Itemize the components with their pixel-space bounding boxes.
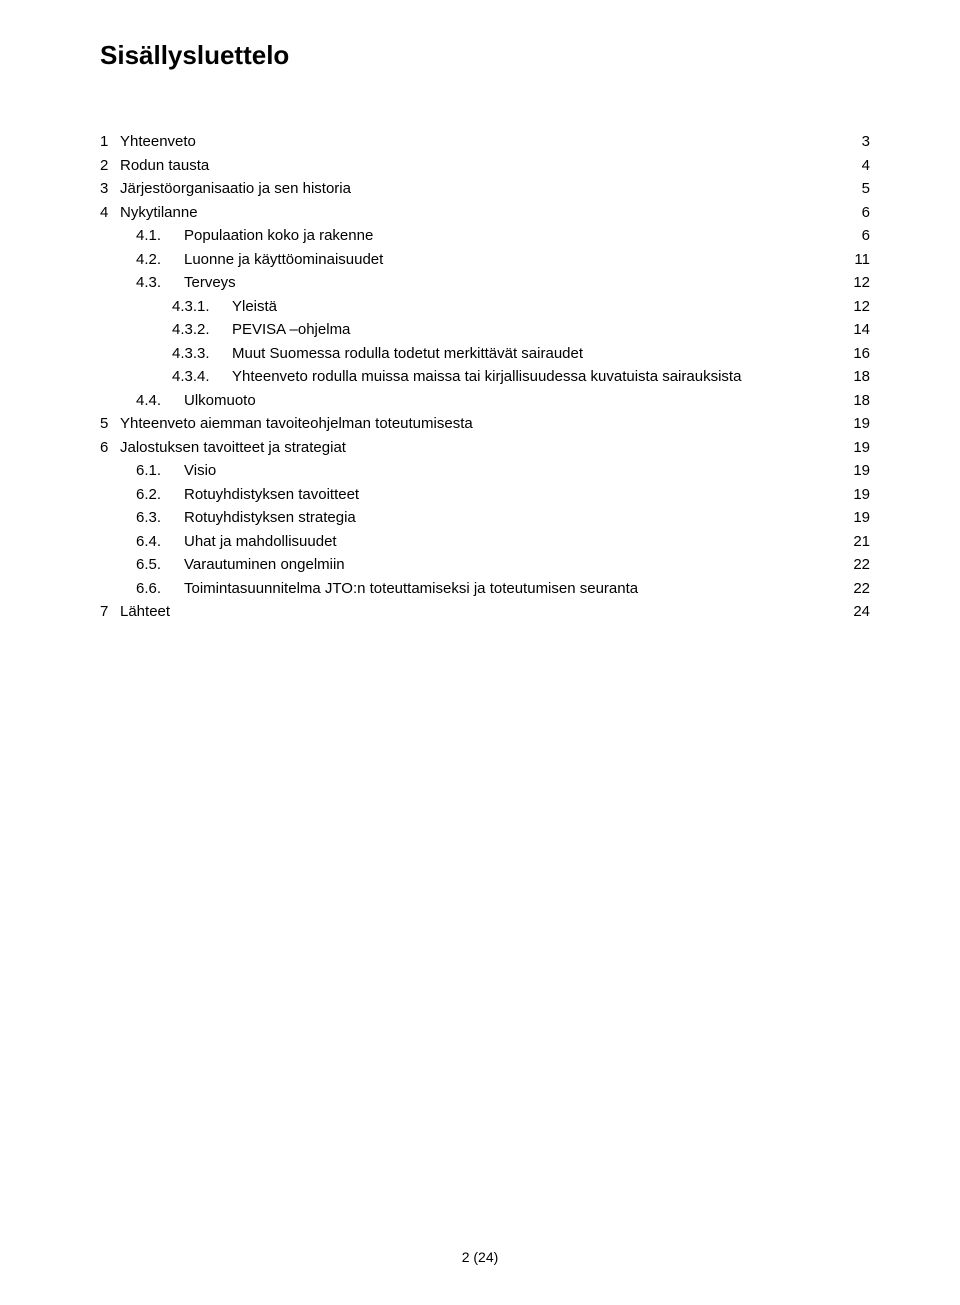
toc-entry-number: 6.5. <box>136 554 184 577</box>
toc-entry-page: 18 <box>844 366 870 389</box>
toc-entry-label: Yleistä <box>232 296 281 319</box>
toc-row: 4.3.4.Yhteenveto rodulla muissa maissa t… <box>100 366 870 389</box>
toc-entry-label: Nykytilanne <box>120 202 202 225</box>
toc-entry-page: 12 <box>844 272 870 295</box>
toc-entry-label: Jalostuksen tavoitteet ja strategiat <box>120 437 350 460</box>
toc-row: 6.6.Toimintasuunnitelma JTO:n toteuttami… <box>100 578 870 601</box>
toc-entry-page: 6 <box>844 225 870 248</box>
toc-row: 6.5.Varautuminen ongelmiin 22 <box>100 554 870 577</box>
toc-entry-label: Terveys <box>184 272 240 295</box>
toc-entry-page: 4 <box>844 155 870 178</box>
toc-row: 6.1.Visio 19 <box>100 460 870 483</box>
toc-entry-label: Luonne ja käyttöominaisuudet <box>184 249 387 272</box>
toc-entry-page: 5 <box>844 178 870 201</box>
toc-entry-label: Rotuyhdistyksen strategia <box>184 507 360 530</box>
toc-row: 4.3.3.Muut Suomessa rodulla todetut merk… <box>100 343 870 366</box>
toc-row: 6.4.Uhat ja mahdollisuudet 21 <box>100 531 870 554</box>
toc-entry-page: 22 <box>844 554 870 577</box>
toc-entry-label: Yhteenveto rodulla muissa maissa tai kir… <box>232 366 745 389</box>
toc-row: 6Jalostuksen tavoitteet ja strategiat 19 <box>100 437 870 460</box>
toc-entry-number: 6.6. <box>136 578 184 601</box>
toc-row: 3Järjestöorganisaatio ja sen historia 5 <box>100 178 870 201</box>
toc-entry-page: 21 <box>844 531 870 554</box>
toc-entry-label: Yhteenveto aiemman tavoiteohjelman toteu… <box>120 413 477 436</box>
toc-entry-page: 12 <box>844 296 870 319</box>
toc-entry-label: Varautuminen ongelmiin <box>184 554 349 577</box>
toc-row: 2Rodun tausta 4 <box>100 155 870 178</box>
toc-title: Sisällysluettelo <box>100 40 870 71</box>
toc-row: 6.2.Rotuyhdistyksen tavoitteet 19 <box>100 484 870 507</box>
toc-entry-number: 6.1. <box>136 460 184 483</box>
toc-entry-number: 4.3.4. <box>172 366 232 389</box>
toc-entry-number: 2 <box>100 155 120 178</box>
toc-row: 4.4.Ulkomuoto 18 <box>100 390 870 413</box>
toc-entry-number: 4.3.1. <box>172 296 232 319</box>
toc-entry-label: Lähteet <box>120 601 174 624</box>
toc-entry-page: 18 <box>844 390 870 413</box>
toc-entry-number: 4.3.2. <box>172 319 232 342</box>
toc-entry-number: 1 <box>100 131 120 154</box>
toc-entry-label: Populaation koko ja rakenne <box>184 225 377 248</box>
toc-entry-label: Rodun tausta <box>120 155 213 178</box>
toc-entry-number: 4.2. <box>136 249 184 272</box>
toc-entry-page: 19 <box>844 437 870 460</box>
toc-entry-number: 4 <box>100 202 120 225</box>
toc-row: 4.3.Terveys 12 <box>100 272 870 295</box>
toc-entry-page: 3 <box>844 131 870 154</box>
toc-row: 7Lähteet 24 <box>100 601 870 624</box>
toc-entry-label: Järjestöorganisaatio ja sen historia <box>120 178 355 201</box>
toc-row: 6.3.Rotuyhdistyksen strategia 19 <box>100 507 870 530</box>
toc-entry-number: 6.2. <box>136 484 184 507</box>
toc-entry-number: 4.3.3. <box>172 343 232 366</box>
toc-entry-number: 3 <box>100 178 120 201</box>
toc-row: 4.3.2.PEVISA –ohjelma 14 <box>100 319 870 342</box>
toc-entry-label: Muut Suomessa rodulla todetut merkittävä… <box>232 343 587 366</box>
toc-row: 4.2.Luonne ja käyttöominaisuudet 11 <box>100 249 870 272</box>
toc-entry-page: 6 <box>844 202 870 225</box>
toc-entry-label: Visio <box>184 460 220 483</box>
toc-entry-number: 4.3. <box>136 272 184 295</box>
toc-row: 4Nykytilanne 6 <box>100 202 870 225</box>
toc-entry-number: 6.4. <box>136 531 184 554</box>
toc-row: 4.3.1.Yleistä 12 <box>100 296 870 319</box>
toc-entry-label: PEVISA –ohjelma <box>232 319 354 342</box>
toc-entry-page: 14 <box>844 319 870 342</box>
toc-entry-number: 4.4. <box>136 390 184 413</box>
toc-row: 5Yhteenveto aiemman tavoiteohjelman tote… <box>100 413 870 436</box>
toc-entry-label: Uhat ja mahdollisuudet <box>184 531 341 554</box>
toc-entry-label: Rotuyhdistyksen tavoitteet <box>184 484 363 507</box>
toc-entry-page: 11 <box>844 249 870 272</box>
toc-entry-page: 19 <box>844 507 870 530</box>
toc-entry-page: 19 <box>844 413 870 436</box>
toc-row: 1Yhteenveto 3 <box>100 131 870 154</box>
toc-entry-page: 19 <box>844 484 870 507</box>
toc-entry-label: Ulkomuoto <box>184 390 260 413</box>
toc-entry-number: 4.1. <box>136 225 184 248</box>
toc-entry-number: 6 <box>100 437 120 460</box>
toc-entry-page: 19 <box>844 460 870 483</box>
toc-entry-number: 5 <box>100 413 120 436</box>
toc-entry-label: Yhteenveto <box>120 131 200 154</box>
table-of-contents: 1Yhteenveto32Rodun tausta43Järjestöorgan… <box>100 131 870 624</box>
toc-entry-page: 22 <box>844 578 870 601</box>
toc-entry-page: 24 <box>844 601 870 624</box>
toc-entry-number: 7 <box>100 601 120 624</box>
toc-entry-page: 16 <box>844 343 870 366</box>
page: Sisällysluettelo 1Yhteenveto32Rodun taus… <box>0 0 960 1305</box>
toc-row: 4.1.Populaation koko ja rakenne 6 <box>100 225 870 248</box>
toc-entry-label: Toimintasuunnitelma JTO:n toteuttamiseks… <box>184 578 642 601</box>
page-footer: 2 (24) <box>0 1249 960 1265</box>
toc-entry-number: 6.3. <box>136 507 184 530</box>
